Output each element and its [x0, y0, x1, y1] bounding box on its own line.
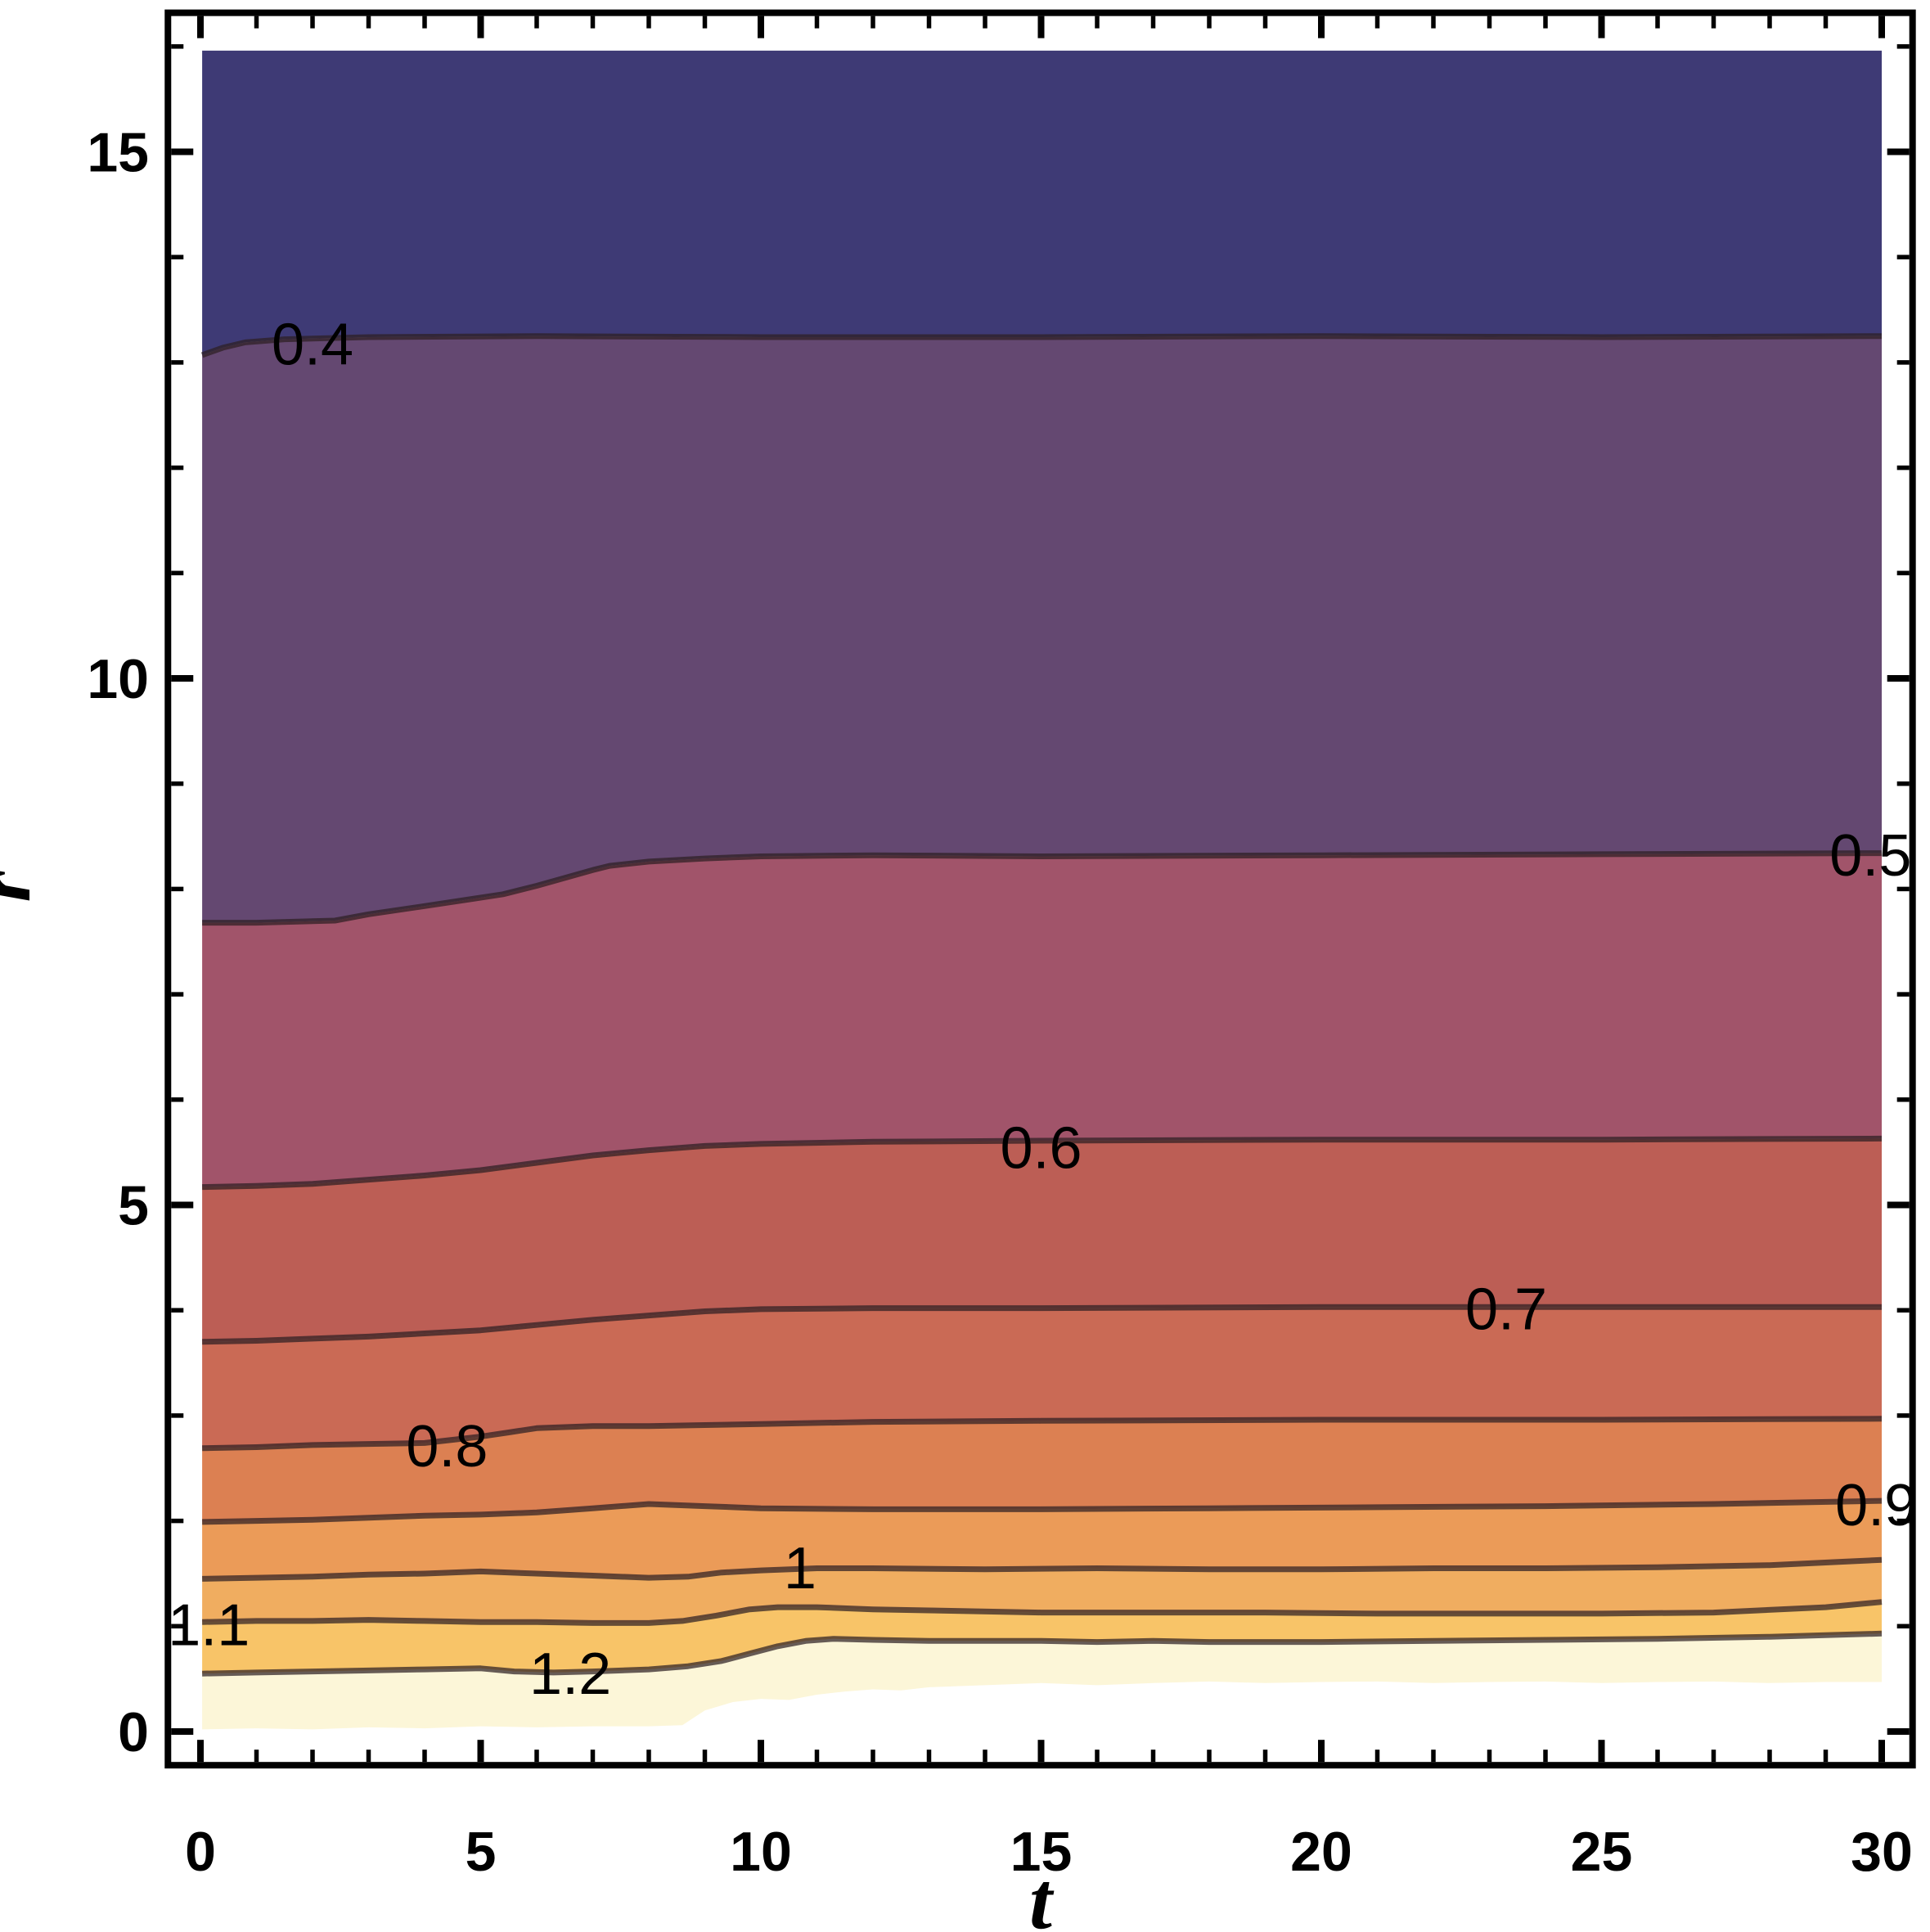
contour-label-1.1: 1.1	[168, 1593, 250, 1659]
y-tick-label-15: 15	[87, 122, 149, 184]
contour-band-6	[202, 1501, 1882, 1579]
y-tick-label-10: 10	[87, 648, 149, 710]
contour-band-5	[202, 1418, 1882, 1522]
contour-line-0.5	[202, 850, 1883, 926]
plot-frame	[164, 9, 1916, 1769]
contour-band-3	[202, 1138, 1882, 1342]
contour-line-1.1	[202, 1599, 1883, 1626]
contour-band-2	[202, 853, 1882, 1187]
contour-label-1: 1	[784, 1536, 817, 1601]
x-tick-label-10: 10	[730, 1821, 792, 1883]
contour-label-0.5: 0.5	[1829, 823, 1911, 889]
contour-line-0.9	[202, 1497, 1883, 1525]
contour-line-0.6	[202, 1135, 1883, 1191]
x-tick-label-15: 15	[1010, 1821, 1073, 1883]
contour-label-0.8: 0.8	[406, 1414, 488, 1479]
x-tick-label-20: 20	[1290, 1821, 1352, 1883]
contour-line-0.7	[202, 1304, 1882, 1345]
contour-band-4	[202, 1307, 1882, 1448]
x-tick-label-25: 25	[1571, 1821, 1633, 1883]
contour-band-0	[202, 50, 1882, 355]
contour-label-0.4: 0.4	[272, 313, 353, 378]
y-tick-label-0: 0	[118, 1701, 149, 1763]
contour-band-9	[202, 1633, 1882, 1730]
x-tick-label-30: 30	[1851, 1821, 1913, 1883]
contour-band-8	[202, 1601, 1882, 1674]
contour-label-0.7: 0.7	[1465, 1277, 1547, 1343]
x-tick-label-0: 0	[185, 1821, 216, 1883]
contour-band-1	[202, 336, 1882, 923]
x-axis-title: t	[1029, 1855, 1055, 1932]
contour-label-0.6: 0.6	[1000, 1116, 1082, 1182]
contour-line-0.8	[202, 1416, 1883, 1452]
contour-line-0.4	[200, 333, 1883, 358]
contour-label-1.2: 1.2	[529, 1642, 611, 1707]
x-tick-label-5: 5	[466, 1821, 497, 1883]
y-axis-title: r	[0, 869, 47, 902]
y-tick-label-5: 5	[118, 1175, 149, 1237]
contour-band-7	[202, 1560, 1882, 1624]
contour-line-1	[202, 1556, 1883, 1582]
contour-label-0.9: 0.9	[1835, 1473, 1917, 1538]
contour-line-1.2	[202, 1630, 1883, 1677]
